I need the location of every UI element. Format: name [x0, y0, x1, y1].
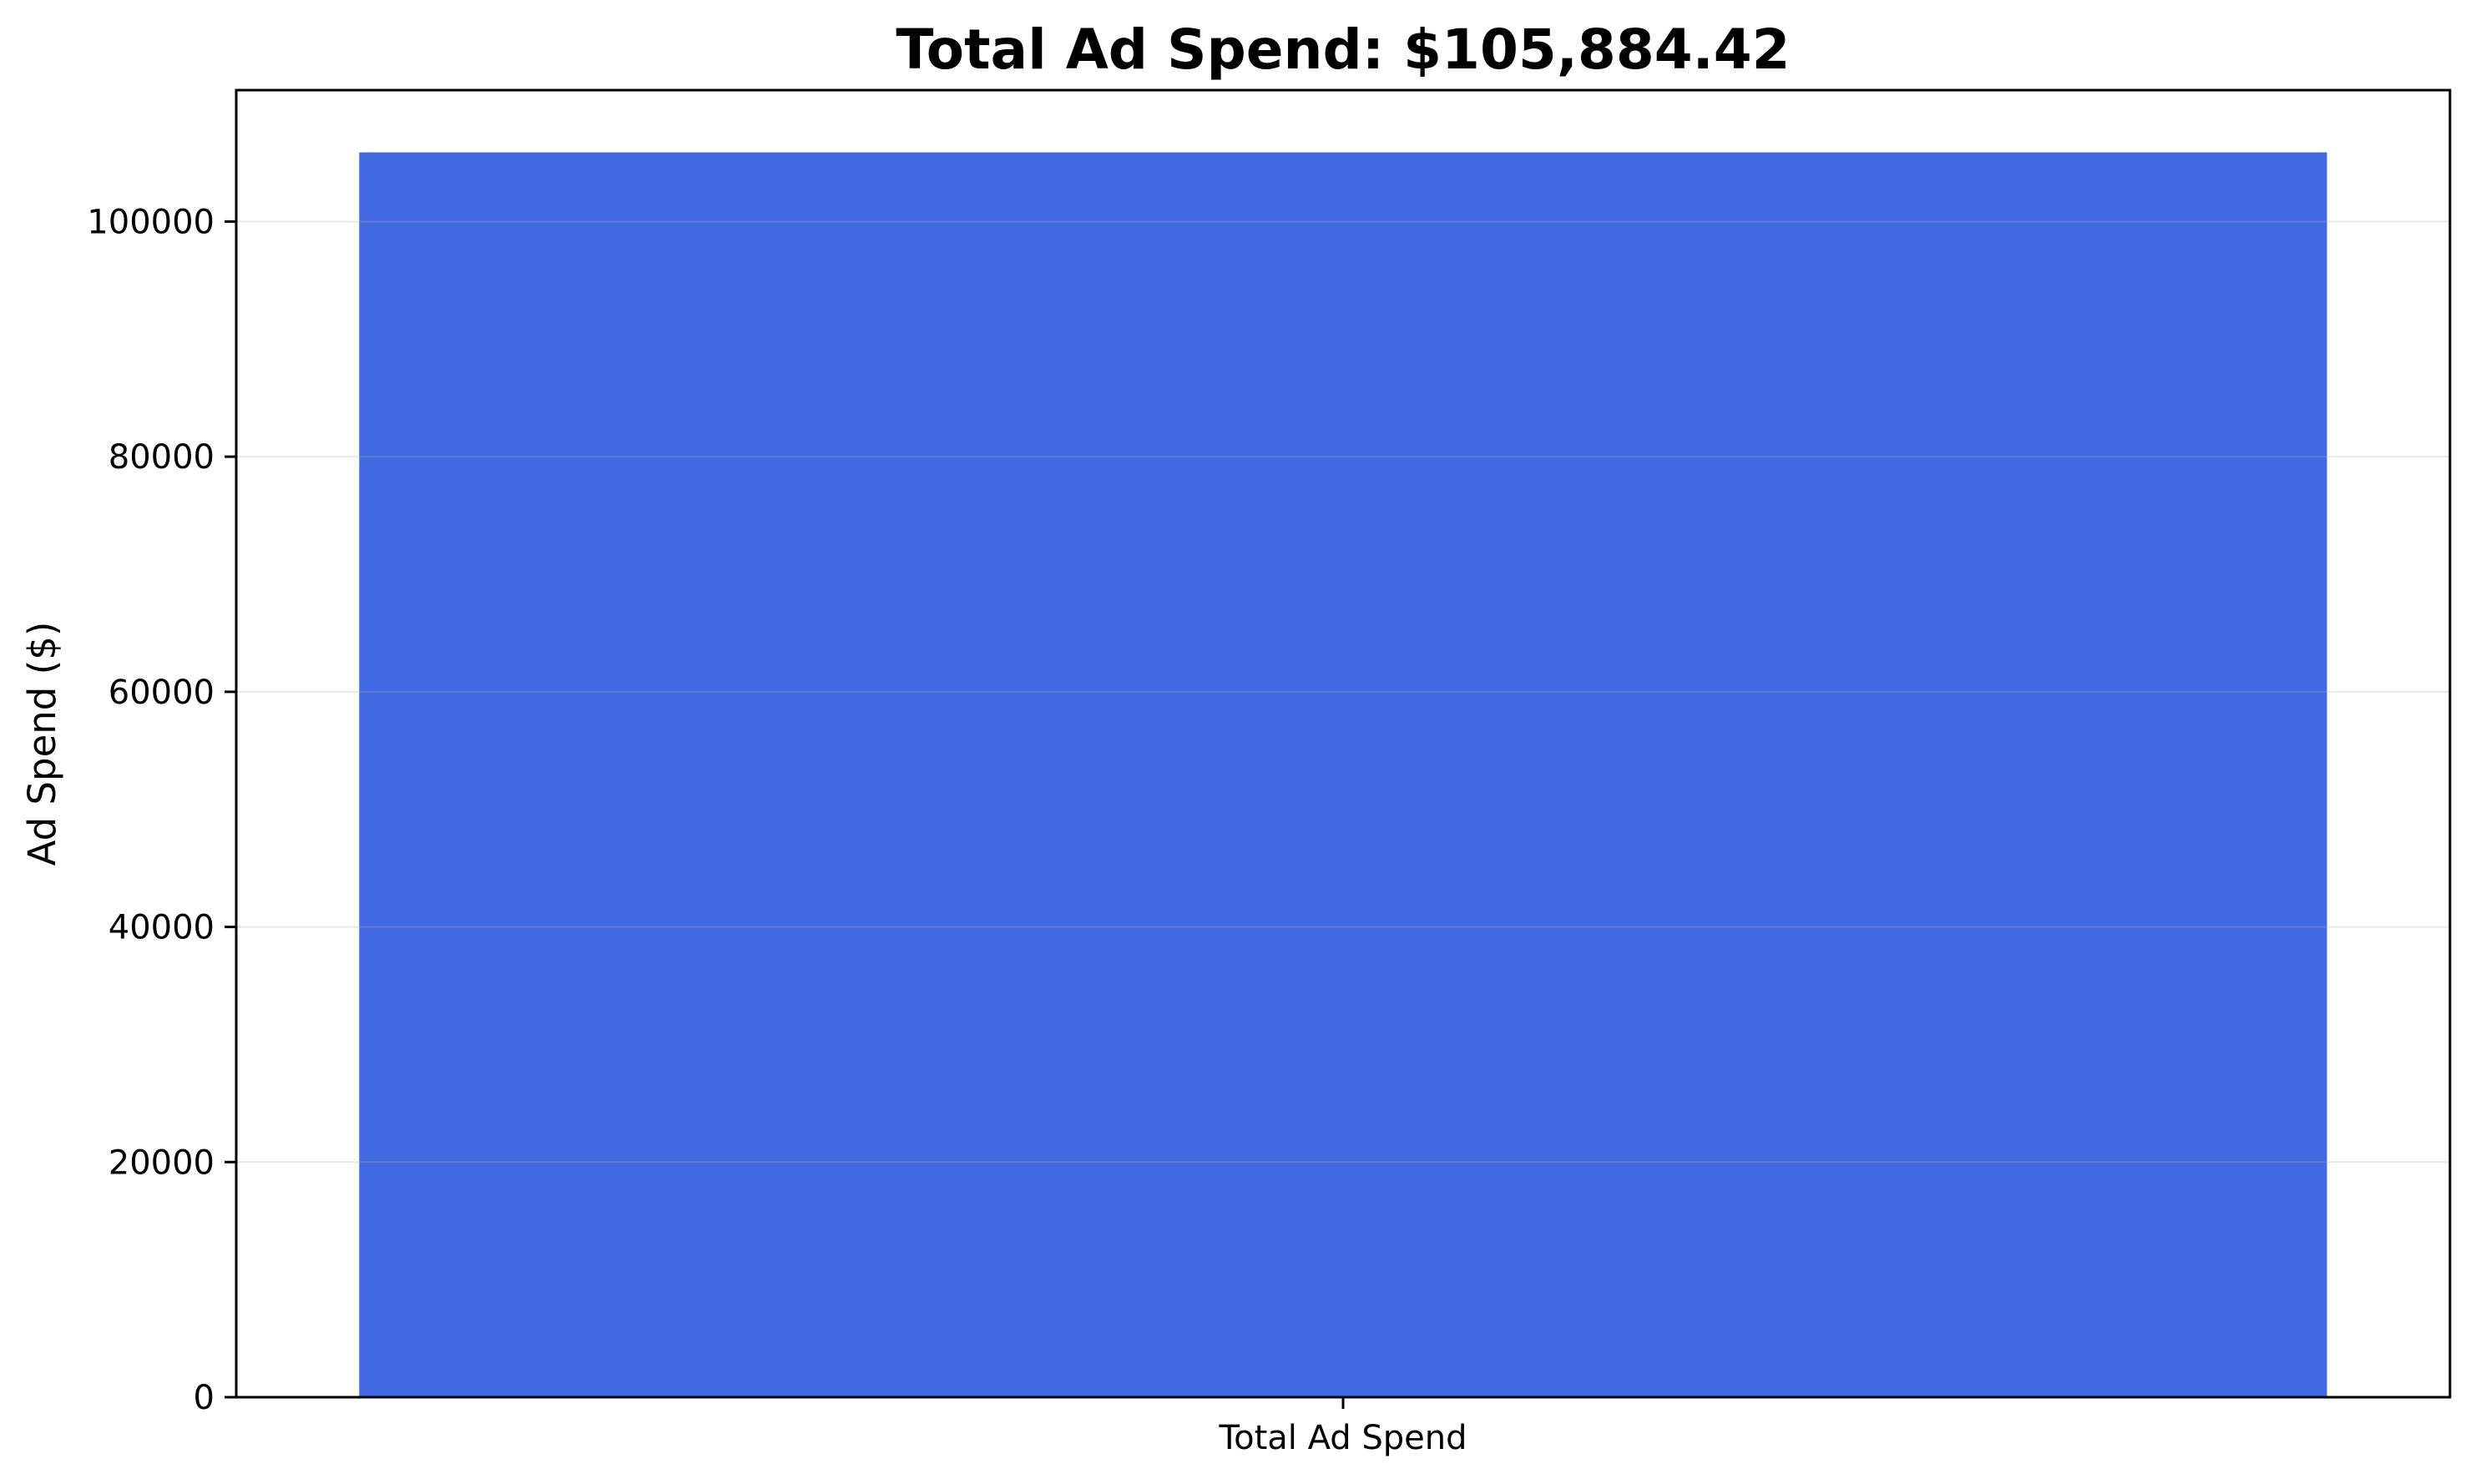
y-axis-label: Ad Spend ($)	[20, 622, 64, 866]
y-tick-label: 100000	[87, 203, 215, 241]
y-tick-label: 40000	[109, 909, 215, 947]
x-tick-label: Total Ad Spend	[1218, 1419, 1467, 1457]
y-tick-label: 60000	[109, 674, 215, 712]
x-axis-ticks: Total Ad Spend	[1218, 1397, 1467, 1457]
y-tick-label: 0	[194, 1379, 215, 1417]
bars	[359, 152, 2327, 1397]
y-axis-ticks: 0 20000 40000 60000 80000 100000	[87, 203, 236, 1417]
bar-total-ad-spend	[359, 152, 2327, 1397]
chart-title: Total Ad Spend: $105,884.42	[896, 18, 1790, 82]
y-tick-label: 20000	[109, 1143, 215, 1182]
y-tick-label: 80000	[109, 438, 215, 477]
